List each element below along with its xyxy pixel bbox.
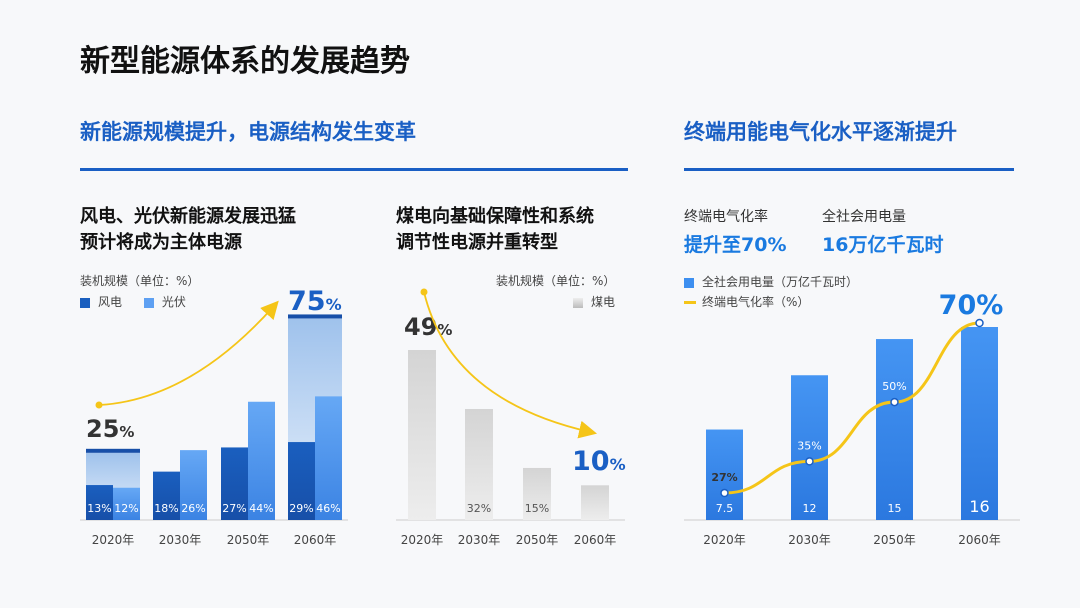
legend-item-coal: 煤电 xyxy=(573,293,615,310)
electrification-point-2050年 xyxy=(890,397,899,407)
callout-start: 25% xyxy=(86,415,134,443)
electrification-label-2050年: 50% xyxy=(882,380,906,393)
bar-coal-2050年 xyxy=(523,467,551,520)
bar-solar-2030年 xyxy=(180,450,207,520)
trend-arrow-down xyxy=(423,291,598,439)
legend-label-solar: 光伏 xyxy=(161,295,186,309)
label-solar-2060年: 46% xyxy=(316,502,340,515)
electrification-callout-end: 70% xyxy=(939,290,1004,321)
label-consumption-2030年: 12 xyxy=(803,502,817,515)
coal-callout-end: 10% xyxy=(572,446,626,477)
panel1-unit-label: 装机规模（单位：%） xyxy=(80,274,200,288)
bar-coal-2060年 xyxy=(581,485,609,520)
legend-label-wind: 风电 xyxy=(98,295,123,309)
panel1-legend: 风电 光伏 xyxy=(80,293,204,310)
label-consumption-2050年: 15 xyxy=(888,502,902,515)
kpi1-label: 终端电气化率 xyxy=(684,209,768,225)
total-band-cap-2020年 xyxy=(86,448,140,453)
right-section-title: 终端用能电气化水平逐渐提升 xyxy=(684,120,957,144)
bar-wind-2050年 xyxy=(221,447,248,520)
legend-swatch-consumption xyxy=(684,277,694,288)
xtick-2020年: 2020年 xyxy=(92,533,135,547)
trend-arrow-up xyxy=(98,300,279,406)
page-title: 新型能源体系的发展趋势 xyxy=(80,44,410,79)
kpi1-value: 提升至70% xyxy=(684,234,787,256)
label-consumption-2060年: 16 xyxy=(969,497,989,516)
legend-label-electrification: 终端电气化率（%） xyxy=(702,295,810,309)
legend-label-consumption: 全社会用电量（万亿千瓦时） xyxy=(702,275,859,289)
electrification-point-2030年 xyxy=(805,457,814,466)
bar-solar-2050年 xyxy=(248,401,275,520)
total-band-cap-2060年 xyxy=(288,314,342,319)
electrification-point-2060年 xyxy=(975,318,984,328)
kpi2-value: 16万亿千瓦时 xyxy=(822,234,944,256)
electrification-line xyxy=(724,321,980,495)
right-section-rule xyxy=(684,168,1014,171)
left-section-title: 新能源规模提升，电源结构发生变革 xyxy=(80,120,416,144)
panel1-heading-line1: 风电、光伏新能源发展迅猛 xyxy=(80,206,296,227)
label-solar-2020年: 12% xyxy=(114,502,138,515)
xtick-2050年: 2050年 xyxy=(227,533,270,547)
xtick-coal-2020年: 2020年 xyxy=(401,533,444,547)
electrification-label-2030年: 35% xyxy=(797,439,821,452)
panel2-heading: 煤电向基础保障性和系统 调节性电源并重转型 xyxy=(396,204,594,256)
legend-item-wind: 风电 xyxy=(80,293,122,310)
left-section-rule xyxy=(80,168,628,171)
bar-wind-2060年 xyxy=(288,442,315,520)
legend-swatch-coal xyxy=(573,297,583,308)
bar-solar-2020年 xyxy=(113,487,140,520)
coal-callout-end-unit: % xyxy=(610,455,626,474)
xtick-consumption-2020年: 2020年 xyxy=(703,533,746,547)
coal-callout-start-unit: % xyxy=(437,321,452,339)
legend-item-solar: 光伏 xyxy=(143,293,186,310)
panel3-legend-bar: 全社会用电量（万亿千瓦时） xyxy=(684,273,858,290)
panel2-heading-line2: 调节性电源并重转型 xyxy=(396,232,558,253)
bar-coal-2020年 xyxy=(408,350,436,520)
callout-end: 75% xyxy=(288,286,342,317)
bar-wind-2020年 xyxy=(86,485,113,520)
label-wind-2060年: 29% xyxy=(289,502,313,515)
bar-consumption-2030年 xyxy=(791,375,828,520)
coal-callout-start: 49% xyxy=(404,313,452,341)
panel1-heading: 风电、光伏新能源发展迅猛 预计将成为主体电源 xyxy=(80,204,296,256)
legend-swatch-wind xyxy=(80,297,90,308)
xtick-coal-2030年: 2030年 xyxy=(458,533,501,547)
bar-solar-2060年 xyxy=(315,396,342,520)
bar-consumption-2050年 xyxy=(876,339,913,520)
label-wind-2020年: 13% xyxy=(87,502,111,515)
panel2-heading-line1: 煤电向基础保障性和系统 xyxy=(396,206,594,227)
xtick-2060年: 2060年 xyxy=(294,533,337,547)
label-solar-2050年: 44% xyxy=(249,502,273,515)
legend-swatch-solar xyxy=(143,297,154,308)
bar-consumption-2020年 xyxy=(706,429,743,520)
label-wind-2050年: 27% xyxy=(222,502,246,515)
panel1-heading-line2: 预计将成为主体电源 xyxy=(80,232,242,253)
label-coal-2050年: 15% xyxy=(525,502,549,515)
bar-coal-2030年 xyxy=(465,408,493,520)
bar-consumption-2060年 xyxy=(961,327,998,520)
panel3-legend-line: 终端电气化率（%） xyxy=(684,293,809,310)
electrification-point-2020年 xyxy=(720,488,729,498)
panel2-legend: 煤电 xyxy=(573,293,633,310)
label-coal-2030年: 32% xyxy=(467,502,491,515)
legend-swatch-electrification xyxy=(684,301,696,304)
legend-label-coal: 煤电 xyxy=(591,295,616,309)
callout-end-unit: % xyxy=(326,295,342,314)
xtick-2030年: 2030年 xyxy=(159,533,202,547)
xtick-coal-2060年: 2060年 xyxy=(574,533,617,547)
label-consumption-2020年: 7.5 xyxy=(716,502,734,515)
bar-wind-2030年 xyxy=(153,471,180,520)
xtick-consumption-2050年: 2050年 xyxy=(873,533,916,547)
label-wind-2030年: 18% xyxy=(154,502,178,515)
callout-start-unit: % xyxy=(119,423,134,441)
panel2-unit-label: 装机规模（单位：%） xyxy=(496,274,616,288)
xtick-consumption-2030年: 2030年 xyxy=(788,533,831,547)
xtick-consumption-2060年: 2060年 xyxy=(958,533,1001,547)
xtick-coal-2050年: 2050年 xyxy=(516,533,559,547)
kpi2-label: 全社会用电量 xyxy=(822,209,906,225)
electrification-label-2020年: 27% xyxy=(711,471,737,484)
label-solar-2030年: 26% xyxy=(181,502,205,515)
